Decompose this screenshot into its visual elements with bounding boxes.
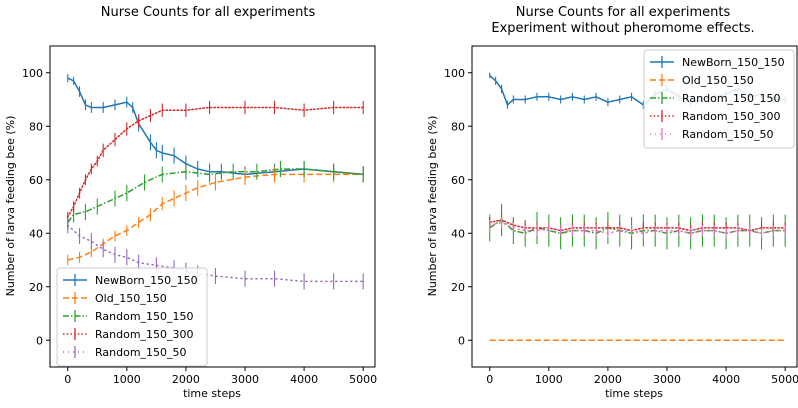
chart-right-legend-label-old-150-150: Old_150_150 — [682, 74, 754, 87]
chart-left-plot-area — [49, 45, 376, 368]
chart-left: Nurse Counts for all experiments 0 1000 20… — [4, 5, 377, 400]
chart-right-xtick-label: 1000 — [535, 373, 563, 386]
chart-right-legend-box — [643, 49, 795, 149]
chart-left-ytick-label: 60 — [29, 174, 43, 187]
chart-right-ytick-label: 40 — [451, 227, 465, 240]
chart-left-series-random-150-300 — [66, 106, 364, 218]
chart-left-legend-label-random-150-150: Random_150_150 — [95, 310, 194, 323]
chart-left-xtick-label: 4000 — [290, 373, 318, 386]
chart-right-xtick-label: 2000 — [594, 373, 622, 386]
chart-left-legend-box — [56, 267, 208, 367]
chart-right-ylabel: Number of larva feeding bee (%) — [426, 116, 439, 297]
chart-right-xtick-label: 3000 — [653, 373, 681, 386]
chart-right-subtitle: Experiment without pheromome effects. — [491, 21, 754, 36]
chart-right-legend-label-random-150-150: Random_150_150 — [682, 92, 781, 105]
chart-right-legend-label-newborn-150-150: NewBorn_150_150 — [682, 56, 785, 69]
chart-right-ticks: 0 1000 2000 3000 4000 5000 0 20 40 60 80 100 — [444, 67, 798, 386]
chart-left-xtick-label: 1000 — [113, 373, 141, 386]
chart-right-ytick-label: 60 — [451, 174, 465, 187]
chart-right: Nurse Counts for all experiments Experim… — [426, 5, 798, 400]
chart-left-legend-label-random-150-50: Random_150_50 — [95, 346, 187, 359]
chart-left-ytick-label: 0 — [36, 334, 43, 347]
chart-right-title: Nurse Counts for all experiments — [516, 5, 731, 20]
chart-left-series-newborn-150-150 — [67, 77, 364, 176]
chart-left-xtick-label: 3000 — [231, 373, 259, 386]
chart-left-ytick-label: 80 — [29, 120, 43, 133]
chart-left-series-old-150-150 — [67, 173, 364, 261]
chart-right-ytick-label: 80 — [451, 120, 465, 133]
chart-right-xtick-label: 5000 — [771, 373, 798, 386]
chart-left-series-random-150-150 — [67, 168, 364, 223]
chart-right-legend-label-random-150-300: Random_150_300 — [682, 110, 781, 123]
chart-left-legend-label-random-150-300: Random_150_300 — [95, 328, 194, 341]
chart-right-xtick-label: 0 — [486, 373, 493, 386]
chart-left-legend-label-old-150-150: Old_150_150 — [95, 292, 167, 305]
chart-right-xtick-label: 4000 — [712, 373, 740, 386]
chart-left-marks — [66, 74, 364, 290]
chart-left-legend: NewBorn_150_150 Old_150_150 Random_150_150… — [56, 267, 208, 367]
chart-right-legend: NewBorn_150_150 Old_150_150 Random_150_150… — [643, 49, 795, 149]
chart-left-ytick-label: 100 — [22, 67, 43, 80]
chart-left-xtick-label: 0 — [64, 373, 71, 386]
chart-left-xtick-label: 5000 — [349, 373, 377, 386]
chart-left-ticks: 0 1000 2000 3000 4000 5000 0 20 40 60 80 100 — [22, 67, 377, 386]
chart-right-xlabel: time steps — [605, 387, 663, 400]
chart-right-series-random-150-50 — [488, 221, 786, 235]
chart-left-xlabel: time steps — [183, 387, 241, 400]
chart-right-plot-area — [471, 45, 798, 368]
chart-left-ylabel: Number of larva feeding bee (%) — [4, 116, 17, 297]
chart-right-marks — [488, 72, 786, 342]
chart-left-title: Nurse Counts for all experiments — [101, 5, 316, 20]
chart-right-ytick-label: 20 — [451, 281, 465, 294]
chart-left-ytick-label: 40 — [29, 227, 43, 240]
chart-right-series-random-150-300 — [488, 219, 786, 232]
chart-left-xtick-label: 2000 — [172, 373, 200, 386]
chart-right-ytick-label: 100 — [444, 67, 465, 80]
chart-left-legend-label-newborn-150-150: NewBorn_150_150 — [95, 274, 198, 287]
chart-right-legend-label-random-150-50: Random_150_50 — [682, 128, 774, 141]
chart-left-ytick-label: 20 — [29, 281, 43, 294]
chart-right-ytick-label: 0 — [458, 334, 465, 347]
